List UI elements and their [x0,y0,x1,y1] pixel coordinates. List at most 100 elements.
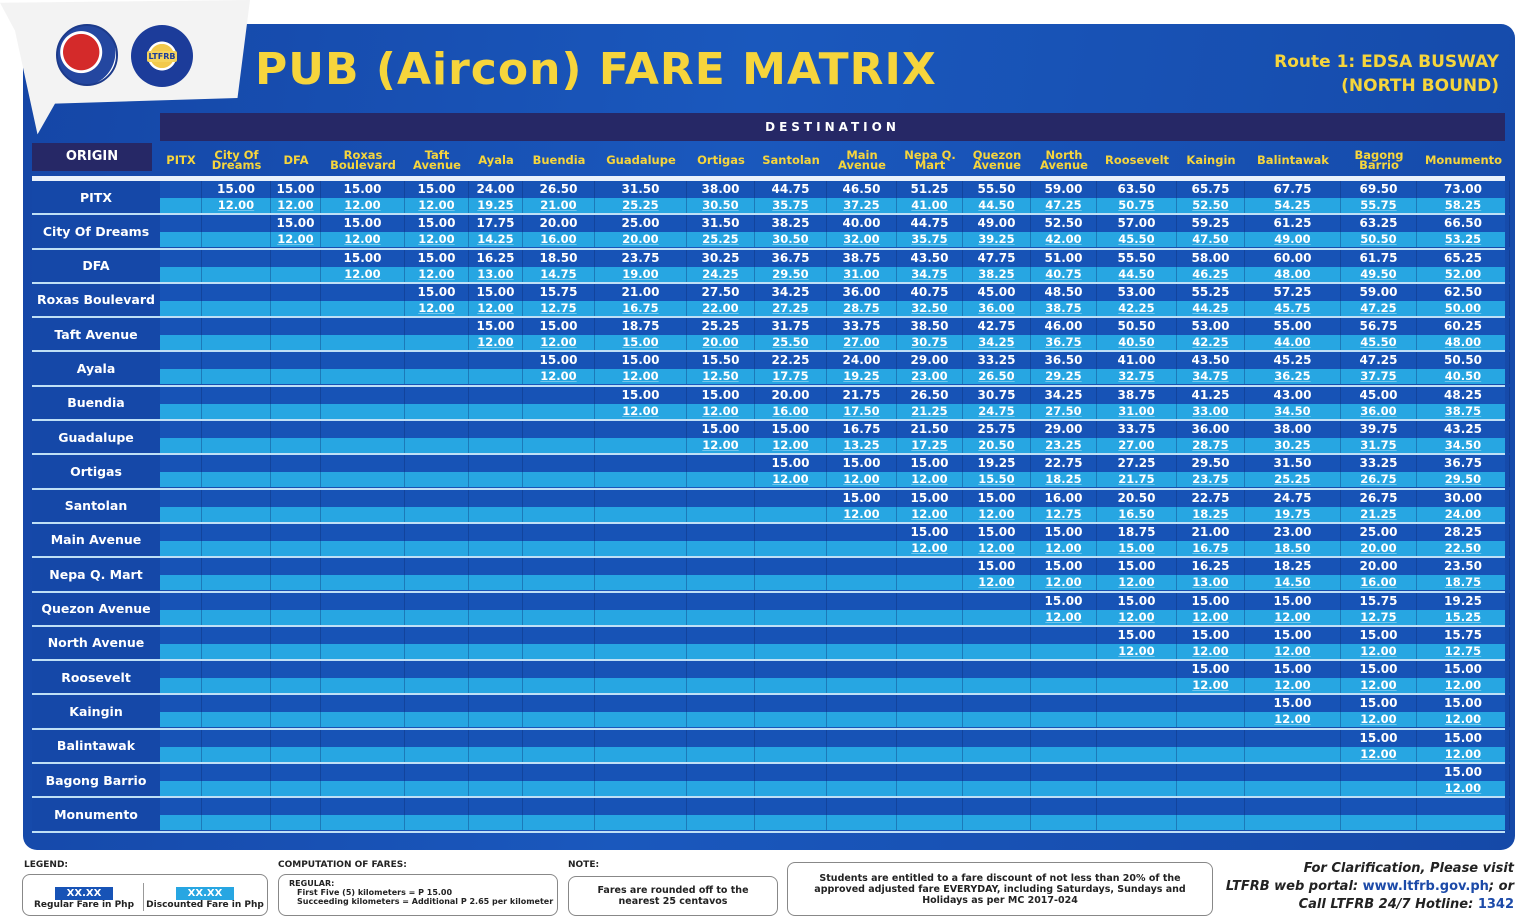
fare-cell: 15.00 12.00 [405,181,469,213]
fare-cell: 57.00 45.50 [1097,215,1177,248]
fare-cell [595,455,687,488]
discounted-fare: 25.25 [702,232,739,247]
discounted-fare: 12.75 [1360,609,1397,624]
fare-cells: 15.00 12.00 15.00 12.00 15.75 12.75 21.00 16.75… [160,283,1510,316]
column-header: Bagong Barrio [1354,148,1404,172]
regular-fare: 27.25 [1117,456,1156,471]
fare-cell: 33.25 26.75 [1341,455,1417,488]
discounted-fare: 12.00 [277,198,314,212]
fare-cell: 36.00 28.75 [1177,421,1245,454]
fare-cell [202,489,271,522]
fare-cell [595,523,687,556]
fare-cell [687,798,755,831]
fare-cell [523,661,595,694]
fare-cell: 43.25 34.50 [1417,421,1510,454]
route-name: Route 1: EDSA BUSWAY [1274,52,1499,72]
fare-cell [321,352,405,385]
fare-cell [202,215,271,248]
discounted-fare: 44.50 [978,198,1015,212]
origin-label: PITX [32,181,160,213]
fare-cells: 15.00 12.00 15.00 12.00 15.00 12.00 15.00 12.00 [160,661,1510,694]
discounted-fare: 44.00 [1274,335,1311,350]
fare-cell [271,489,321,522]
fare-cell: 45.00 36.00 [1341,386,1417,419]
fare-cell [897,661,963,694]
fare-cells: 15.00 12.00 15.00 12.00 15.00 12.00 17.75 14.25… [160,215,1510,248]
discounted-fare: 40.50 [1444,369,1482,384]
fare-cell [160,592,202,625]
regular-fare: 15.00 [539,319,578,334]
regular-fare: 31.75 [771,319,810,334]
fare-cell [755,523,827,556]
discounted-fare: 21.25 [911,403,948,418]
fare-cell: 16.25 13.00 [469,249,523,282]
discounted-fare: 54.25 [1274,198,1311,212]
fare-cell: 46.00 36.75 [1031,318,1097,351]
fare-cell: 21.00 16.75 [1177,523,1245,556]
discounted-fare: 50.00 [1444,300,1482,315]
fare-cell [687,489,755,522]
discounted-fare: 12.00 [911,472,948,487]
route-label: Route 1: EDSA BUSWAY (NORTH BOUND) [1274,50,1499,98]
row-bands [160,215,1505,248]
discounted-fare: 27.00 [1118,438,1155,453]
fare-cell: 39.75 31.75 [1341,421,1417,454]
fare-cell [271,283,321,316]
fare-cell: 58.00 46.25 [1177,249,1245,282]
regular-fare: 36.00 [1191,422,1230,437]
fare-cell [687,695,755,728]
discounted-fare: 12.00 [1274,678,1311,693]
fare-cell: 15.00 12.00 [469,318,523,351]
table-row: Buendia 15.00 12.00 15.00 12.00 20.00 16.00 21.… [32,386,1510,422]
column-header: Guadalupe [606,153,676,167]
discounted-fare: 58.25 [1444,198,1482,212]
regular-fare: 43.00 [1273,387,1312,402]
discounted-fare: 12.00 [1118,609,1155,624]
row-bands [160,798,1505,831]
clarification-info: For Clarification, Please visit LTFRB we… [1226,860,1514,914]
discounted-fare: 20.00 [702,335,739,350]
fare-cell: 15.00 12.00 [897,523,963,556]
discounted-fare: 36.00 [978,300,1015,315]
fare-cell [1245,729,1341,762]
regular-fare: 55.25 [1191,284,1230,299]
fare-cell: 43.50 34.75 [897,249,963,282]
fare-cell: 31.75 25.50 [755,318,827,351]
discounted-fare: 17.75 [772,369,809,384]
regular-fare: 15.50 [701,353,740,368]
discounted-fare: 12.00 [978,540,1015,555]
discounted-fare: 18.75 [1444,575,1482,590]
discounted-fare: 42.25 [1192,335,1229,350]
fare-cell [321,421,405,454]
fare-cell [469,592,523,625]
fare-cell [827,558,897,591]
discount-band [160,609,1505,625]
ltfrb-portal-link[interactable]: www.ltfrb.gov.ph [1362,879,1489,894]
fare-cell [897,764,963,797]
fare-cell [160,421,202,454]
fare-cell [321,695,405,728]
header-divider [32,176,1505,181]
regular-fare: 38.25 [771,216,810,231]
fare-cell [160,729,202,762]
regular-band [160,283,1505,301]
fare-cell [469,764,523,797]
fare-cell [469,455,523,488]
fare-cell: 38.00 30.50 [687,181,755,213]
regular-fare: 15.00 [1273,662,1312,677]
regular-fare: 15.00 [343,250,382,265]
fare-cell [827,695,897,728]
discounted-fare: 12.00 [1045,575,1082,590]
hotline-number[interactable]: 1342 [1477,897,1514,912]
fare-cell [1097,729,1177,762]
discounted-fare: 28.75 [843,300,880,315]
fare-cell: 62.50 50.00 [1417,283,1510,316]
fare-cell [1031,695,1097,728]
discounted-fare: 47.25 [1360,300,1397,315]
regular-fare: 46.50 [842,182,881,196]
fare-cell: 24.75 19.75 [1245,489,1341,522]
fare-cell: 52.50 42.00 [1031,215,1097,248]
fare-cells: 15.00 12.00 15.00 12.00 [160,729,1510,762]
fare-cell [469,798,523,831]
discounted-fare: 39.25 [978,232,1015,247]
